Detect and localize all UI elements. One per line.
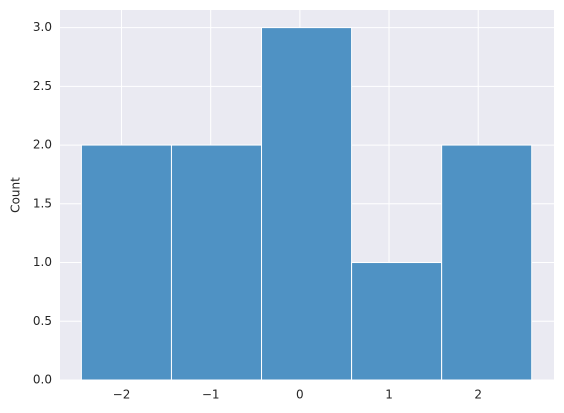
y-tick-label: 1.0 bbox=[33, 255, 52, 269]
x-tick-label: 1 bbox=[385, 388, 393, 402]
y-tick-label: 0.5 bbox=[33, 314, 52, 328]
x-tick-label: −2 bbox=[113, 388, 131, 402]
y-tick-label: 2.5 bbox=[33, 79, 52, 93]
y-tick-label: 0.0 bbox=[33, 373, 52, 387]
y-tick-label: 1.5 bbox=[33, 196, 52, 210]
x-tick-label: 2 bbox=[474, 388, 482, 402]
y-tick-label: 2.0 bbox=[33, 138, 52, 152]
x-tick-label: 0 bbox=[296, 388, 304, 402]
bar bbox=[351, 262, 443, 381]
bar bbox=[170, 144, 263, 381]
y-axis-label: Count bbox=[9, 177, 23, 213]
bar bbox=[80, 144, 172, 381]
y-tick-label: 3.0 bbox=[33, 20, 52, 34]
bar bbox=[441, 144, 533, 381]
bar bbox=[261, 27, 353, 381]
x-tick-label: −1 bbox=[202, 388, 220, 402]
